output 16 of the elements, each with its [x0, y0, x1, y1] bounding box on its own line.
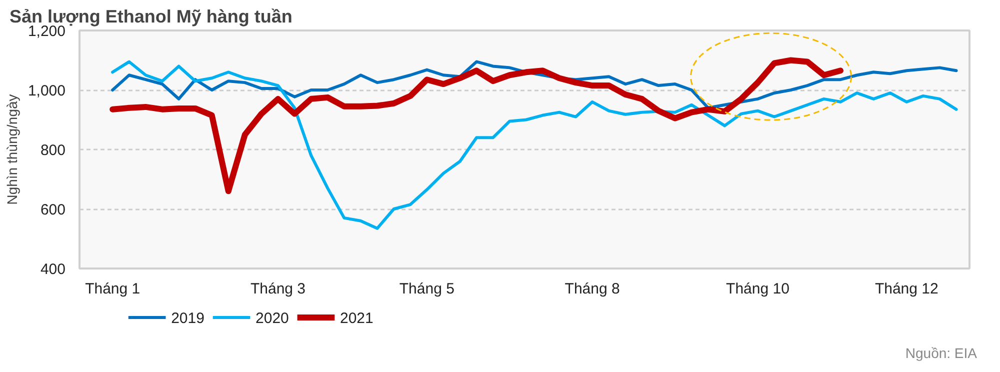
y-axis-title: Nghìn thùng/ngày [4, 94, 20, 205]
x-tick-label: Tháng 5 [399, 280, 454, 298]
y-tick-label: 600 [40, 202, 66, 218]
x-tick-label: Tháng 12 [874, 280, 938, 298]
x-tick-label: Tháng 3 [250, 280, 306, 298]
x-tick-label: Tháng 1 [85, 280, 140, 298]
text: Nguồn: EIA [905, 344, 977, 363]
y-tick-label: 1,000 [28, 82, 66, 100]
line-series [111, 60, 958, 230]
legend-label: 2020 [256, 310, 289, 327]
x-tick-label: Tháng 8 [564, 280, 620, 298]
legend-label: 2021 [340, 310, 374, 327]
y-tick-label: 400 [40, 261, 66, 278]
y-tick-label: 800 [40, 142, 66, 159]
x-tick-label: Tháng 10 [726, 280, 790, 298]
legend-label: 2019 [171, 310, 204, 327]
